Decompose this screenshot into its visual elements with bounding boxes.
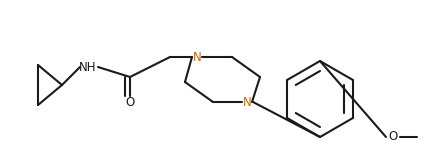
Text: O: O (125, 97, 134, 110)
Text: NH: NH (79, 60, 97, 73)
Text: O: O (388, 130, 397, 143)
Text: N: N (242, 96, 251, 109)
Text: N: N (192, 50, 201, 63)
